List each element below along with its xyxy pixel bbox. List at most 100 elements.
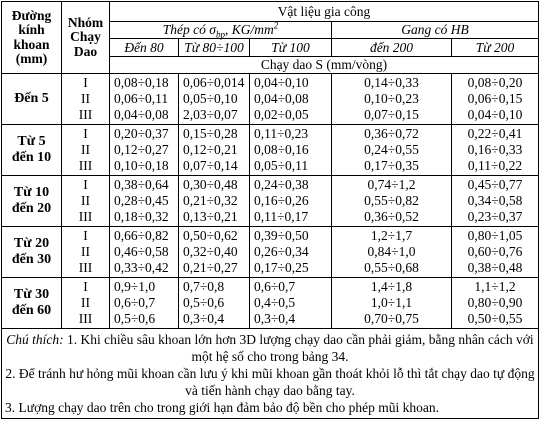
value-cell: 0,08÷0,20 0,06÷0,15 0,04÷0,10: [451, 73, 539, 125]
feed-value: 0,17÷0,25: [254, 260, 309, 275]
value-cell: 0,24÷0,38 0,16÷0,26 0,11÷0,17: [249, 175, 332, 227]
feed-group-cell: I II III: [61, 226, 110, 278]
feed-value: 0,38÷0,48: [467, 260, 523, 275]
diameter-header-line: khoan: [13, 36, 50, 52]
notes-cell: Chú thích: 1. Khi chiều sâu khoan lớn hơ…: [1, 328, 539, 419]
feed-value: 0,21÷0,27: [183, 260, 238, 275]
diameter-header: Đường kính khoan (mm): [1, 1, 62, 74]
feed-value: 0,66÷0,82: [114, 228, 169, 243]
feed-value: 0,24÷0,55: [364, 142, 419, 157]
feed-value: 0,20÷0,37: [114, 126, 169, 141]
feed-value: 0,3÷0,4: [254, 311, 296, 326]
diameter-cell: Từ 10 đến 20: [1, 175, 62, 227]
feed-value: 0,02÷0,05: [254, 107, 309, 122]
steel-prefix: Thép có σ: [162, 22, 216, 37]
unit-header: Chạy dao S (mm/vòng): [109, 56, 539, 74]
feed-value: 0,6÷0,7: [114, 295, 156, 310]
value-cell: 0,22÷0,41 0,16÷0,33 0,11÷0,22: [451, 124, 539, 176]
diameter-header-line: kính: [18, 22, 45, 37]
feed-value: 2,03÷0,07: [183, 107, 238, 122]
feed-group: I: [83, 126, 88, 141]
value-cell: 0,74÷1,2 0,55÷0,82 0,36÷0,52: [331, 175, 452, 227]
feed-group: III: [78, 311, 93, 326]
feed-value: 0,26÷0,34: [254, 244, 309, 259]
value-cell: 0,15÷0,28 0,12÷0,21 0,07÷0,14: [178, 124, 250, 176]
feed-value: 0,7÷0,8: [183, 279, 225, 294]
diameter-line: Từ 30: [13, 287, 50, 302]
feed-value: 0,34÷0,58: [467, 193, 523, 208]
feed-group-header-line: Nhóm: [67, 14, 104, 30]
feed-value: 0,06÷0,15: [467, 91, 523, 106]
value-cell: 1,1÷1,2 0,80÷0,90 0,50÷0,55: [451, 277, 539, 329]
notes-label: Chú thích:: [6, 332, 64, 347]
value-cell: 0,39÷0,50 0,26÷0,34 0,17÷0,25: [249, 226, 332, 278]
feed-value: 0,39÷0,50: [254, 228, 309, 243]
feed-group-cell: I II III: [61, 175, 110, 227]
diameter-cell: Từ 5 đến 10: [1, 124, 62, 176]
feed-value: 0,06÷0,014: [183, 75, 245, 90]
steel-header: Thép có σbp, KG/mm2: [109, 20, 332, 39]
feed-value: 0,21÷0,32: [183, 193, 238, 208]
column-header: Từ 100: [249, 38, 332, 57]
feed-group: II: [81, 295, 90, 310]
feed-value: 0,74÷1,2: [367, 177, 416, 192]
material-header: Vật liệu gia công: [109, 1, 539, 22]
feed-group-header: Nhóm Chạy Dao: [61, 1, 110, 74]
feed-group: III: [78, 158, 93, 173]
feed-group: III: [78, 107, 93, 122]
diameter-line: Từ 5: [17, 134, 46, 149]
diameter-line: đến 20: [11, 201, 52, 216]
feed-value: 0,05÷0,10: [183, 91, 238, 106]
diameter-line: đến 30: [11, 252, 52, 267]
feed-value: 0,08÷0,18: [114, 75, 169, 90]
value-cell: 0,04÷0,10 0,04÷0,08 0,02÷0,05: [249, 73, 332, 125]
note: 3. Lượng chạy dao trên cho trong giới hạ…: [5, 399, 535, 416]
value-cell: 0,08÷0,18 0,06÷0,11 0,04÷0,08: [109, 73, 179, 125]
value-cell: 0,06÷0,014 0,05÷0,10 2,03÷0,07: [178, 73, 250, 125]
feed-group: II: [81, 193, 90, 208]
feed-group: I: [83, 279, 88, 294]
value-cell: 0,11÷0,23 0,08÷0,16 0,05÷0,11: [249, 124, 332, 176]
value-cell: 0,7÷0,8 0,5÷0,6 0,3÷0,4: [178, 277, 250, 329]
group-row: Từ 30 đến 60 I II III 0,9÷1,0 0,6÷0,7 0,5÷0,6 0,…: [1, 277, 539, 329]
value-cell: 0,45÷0,77 0,34÷0,58 0,23÷0,37: [451, 175, 539, 227]
feed-value: 0,80÷0,90: [467, 295, 523, 310]
feed-value: 0,18÷0,32: [114, 209, 169, 224]
feed-value: 0,04÷0,10: [254, 75, 309, 90]
steel-sup: 2: [273, 20, 279, 31]
feed-group-cell: I II III: [61, 124, 110, 176]
value-cell: 1,4÷1,8 1,0÷1,1 0,70÷0,75: [331, 277, 452, 329]
feed-value: 0,36÷0,52: [364, 209, 419, 224]
feed-value: 0,05÷0,11: [254, 158, 309, 173]
header-row: Thép có σbp, KG/mm2 Gang có HB: [2, 20, 539, 39]
value-cell: 0,6÷0,7 0,4÷0,5 0,3÷0,4: [249, 277, 332, 329]
feed-value: 0,13÷0,21: [183, 209, 238, 224]
feed-value: 0,11÷0,22: [467, 158, 523, 173]
group-row: Đến 5 I II III 0,08÷0,18 0,06÷0,11 0,04÷0,08 0,…: [1, 73, 539, 125]
feed-value: 0,28÷0,45: [114, 193, 169, 208]
feed-value: 0,46÷0,58: [114, 244, 169, 259]
group-row: Từ 10 đến 20 I II III 0,38÷0,64 0,28÷0,45 0,18÷…: [1, 175, 539, 227]
feed-value: 0,60÷0,76: [467, 244, 523, 259]
feed-value: 0,14÷0,33: [364, 75, 419, 90]
column-header: đến 200: [331, 38, 452, 57]
diameter-line: Từ 20: [13, 236, 50, 251]
feed-value: 1,0÷1,1: [370, 295, 413, 310]
cast-iron-header: Gang có HB: [331, 21, 539, 39]
feed-value: 0,04÷0,08: [254, 91, 309, 106]
feed-value: 0,11÷0,23: [254, 126, 309, 141]
feed-value: 0,12÷0,21: [183, 142, 238, 157]
feed-value: 0,04÷0,08: [114, 107, 169, 122]
feed-group: II: [81, 142, 90, 157]
value-cell: 0,30÷0,48 0,21÷0,32 0,13÷0,21: [178, 175, 250, 227]
feed-value: 0,84÷1,0: [367, 244, 416, 259]
steel-unit: , KG/mm: [224, 22, 274, 37]
feed-value: 0,07÷0,14: [183, 158, 238, 173]
column-header: Đến 80: [109, 38, 179, 57]
group-row: Từ 5 đến 10 I II III 0,20÷0,37 0,12÷0,27 0,10÷0…: [1, 124, 539, 176]
diameter-line: Đến 5: [14, 91, 49, 106]
feed-group: I: [83, 75, 88, 90]
feed-value: 0,36÷0,72: [364, 126, 419, 141]
feed-value: 0,38÷0,64: [114, 177, 169, 192]
